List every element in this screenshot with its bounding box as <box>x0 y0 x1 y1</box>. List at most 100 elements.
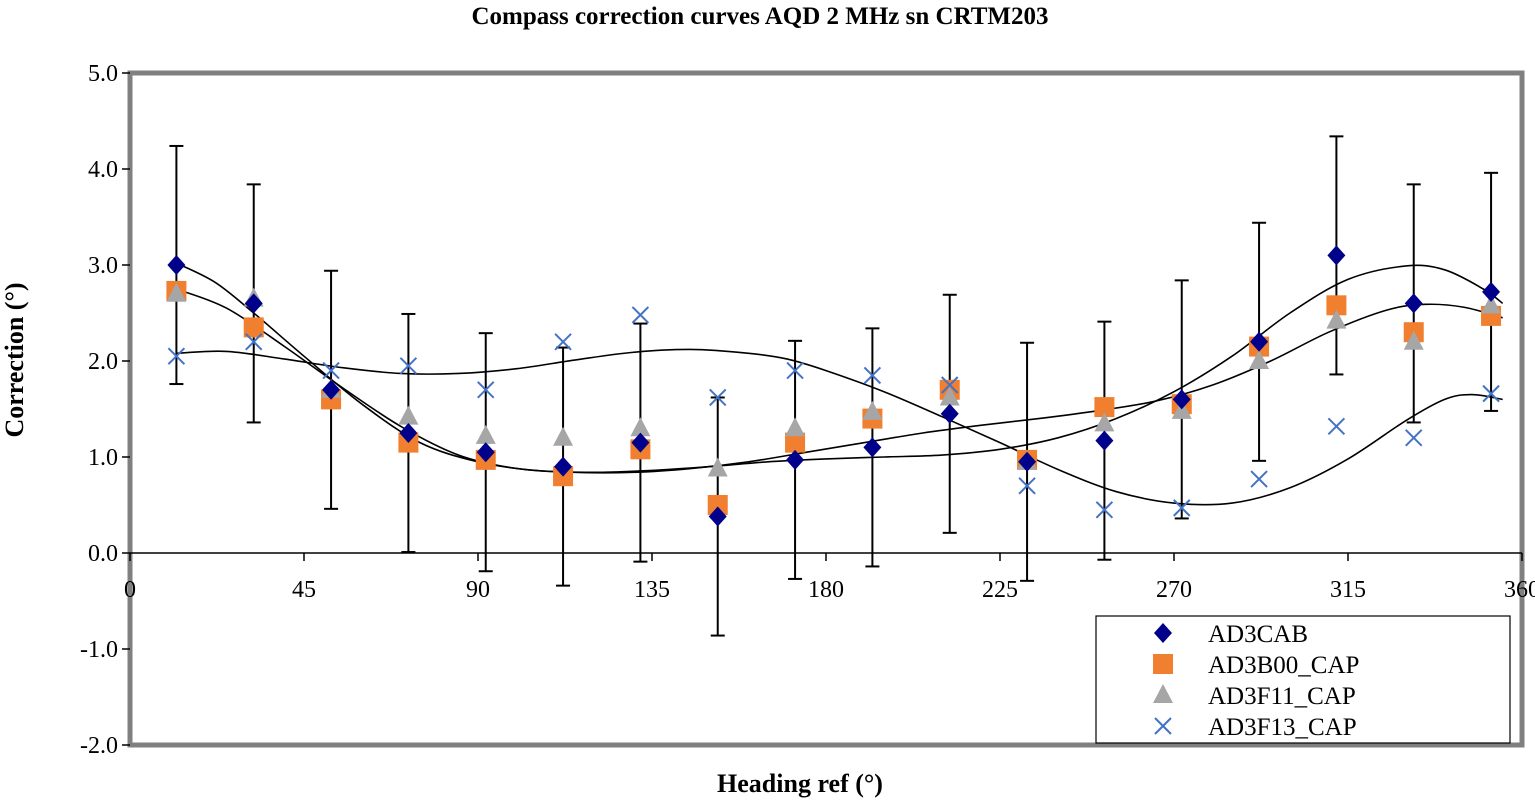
y-tick-label: 5.0 <box>88 61 118 87</box>
point-ad3b00-cap <box>1094 397 1115 418</box>
point-ad3cab <box>1327 245 1346 266</box>
point-ad3b00-cap <box>1326 295 1347 316</box>
x-tick-label: 0 <box>124 577 136 603</box>
x-stroke <box>245 333 263 351</box>
x-stroke <box>941 376 959 394</box>
point-ad3f11-cap <box>630 417 651 437</box>
x-stroke <box>1154 717 1172 735</box>
point-ad3b00-cap <box>707 495 728 515</box>
legend-label: AD3F13_CAP <box>1208 714 1357 741</box>
point-ad3cab <box>476 442 495 463</box>
point-ad3cab <box>554 456 573 477</box>
y-tick-label: 3.0 <box>88 253 118 279</box>
point-ad3cab <box>786 449 805 470</box>
point-ad3f11-cap <box>166 282 187 302</box>
point-ad3f13-cap <box>322 361 340 380</box>
x-tick-label: 180 <box>808 577 844 603</box>
x-stroke <box>1482 384 1500 403</box>
legend-label: AD3B00_CAP <box>1208 652 1359 679</box>
point-ad3f11-cap <box>1481 294 1502 314</box>
legend-label: AD3CAB <box>1208 621 1308 648</box>
point-ad3cab <box>940 403 959 424</box>
point-ad3cab <box>863 437 882 458</box>
x-stroke <box>786 361 804 380</box>
point-ad3f13-cap <box>631 306 650 324</box>
x-tick-label: 315 <box>1330 577 1366 603</box>
x-tick-label: 270 <box>1156 577 1192 603</box>
x-stroke <box>1095 501 1114 519</box>
point-ad3f11-cap <box>1326 309 1347 329</box>
point-ad3cab <box>244 293 263 314</box>
x-axis-label: Heading ref (°) <box>717 769 883 798</box>
point-ad3f13-cap <box>941 376 959 394</box>
point-ad3f13-cap <box>245 333 263 351</box>
legend-marker-ad3f11-cap <box>1153 684 1173 703</box>
point-ad3f11-cap <box>1171 399 1192 419</box>
point-ad3f13-cap <box>709 388 727 407</box>
y-tick-label: 1.0 <box>88 445 118 471</box>
point-ad3f11-cap <box>475 424 496 444</box>
trend-2 <box>176 288 1503 474</box>
point-ad3f13-cap <box>167 347 186 365</box>
point-ad3f13-cap <box>399 357 418 375</box>
x-tick-label: 45 <box>292 577 316 603</box>
x-tick-label: 360 <box>1504 577 1535 603</box>
point-ad3f11-cap <box>1403 330 1424 350</box>
y-tick-label: -1.0 <box>80 637 118 663</box>
point-ad3cab <box>399 423 418 443</box>
point-ad3f13-cap <box>1250 470 1268 488</box>
legend-label: AD3F11_CAP <box>1208 683 1356 710</box>
point-ad3cab <box>167 255 186 275</box>
point-ad3f13-cap <box>1482 384 1500 403</box>
point-ad3cab <box>1404 293 1423 314</box>
y-tick-label: 0.0 <box>88 541 118 567</box>
legend-marker-ad3b00-cap <box>1153 654 1173 674</box>
point-ad3f13-cap <box>1173 499 1191 517</box>
x-stroke <box>709 388 727 407</box>
x-tick-label: 225 <box>982 577 1018 603</box>
point-ad3f11-cap <box>398 405 419 425</box>
point-ad3cab <box>708 506 727 527</box>
point-ad3f11-cap <box>1094 412 1115 432</box>
x-stroke <box>1018 477 1036 495</box>
x-stroke <box>167 347 186 365</box>
point-ad3f13-cap <box>1405 429 1423 447</box>
point-ad3f13-cap <box>1018 477 1036 495</box>
point-ad3f11-cap <box>553 426 574 446</box>
point-ad3f11-cap <box>1249 350 1270 369</box>
x-stroke <box>477 381 495 399</box>
y-tick-label: -2.0 <box>80 733 118 759</box>
x-tick-label: 135 <box>634 577 670 603</box>
point-ad3f11-cap <box>862 400 883 420</box>
x-stroke <box>863 366 882 385</box>
point-ad3cab <box>1482 281 1501 302</box>
x-stroke <box>631 306 650 324</box>
data-markers <box>166 245 1502 527</box>
point-ad3f13-cap <box>477 381 495 399</box>
y-axis: -2.0 -1.0 0.0 1.0 2.0 3.0 4.0 5.0 <box>80 61 130 759</box>
x-tick-label: 90 <box>466 577 490 603</box>
legend: AD3CAB AD3B00_CAP AD3F11_CAP AD3F13_CAP <box>1095 615 1511 744</box>
point-ad3cab <box>1172 389 1191 410</box>
legend-marker-ad3cab <box>1154 623 1172 643</box>
point-ad3cab <box>1095 430 1114 451</box>
x-stroke <box>1405 429 1423 447</box>
x-stroke <box>322 361 340 380</box>
point-ad3cab <box>631 432 650 453</box>
y-tick-label: 2.0 <box>88 349 118 375</box>
x-stroke <box>1173 499 1191 517</box>
point-ad3f13-cap <box>1095 501 1114 519</box>
y-tick-label: 4.0 <box>88 157 118 183</box>
legend-marker-ad3f13-cap <box>1154 717 1172 735</box>
y-axis-label: Correction (°) <box>0 282 29 437</box>
x-stroke <box>554 333 572 351</box>
point-ad3f13-cap <box>1327 417 1346 435</box>
point-ad3f13-cap <box>554 333 572 351</box>
point-ad3cab <box>1018 451 1037 472</box>
point-ad3cab <box>322 379 341 400</box>
point-ad3b00-cap <box>785 432 806 453</box>
x-stroke <box>1327 417 1346 435</box>
point-ad3f13-cap <box>863 366 882 385</box>
point-ad3b00-cap <box>243 317 264 338</box>
point-ad3f11-cap <box>939 386 960 406</box>
